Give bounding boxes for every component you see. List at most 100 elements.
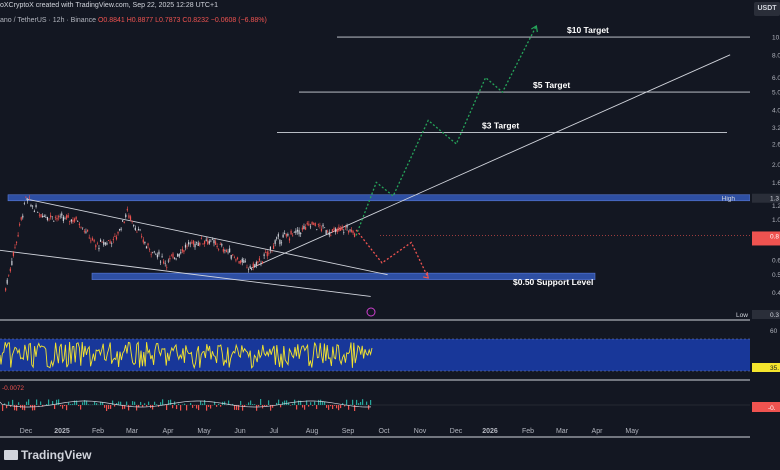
rsi-band xyxy=(0,339,750,371)
macd-bar xyxy=(140,401,142,405)
candle-body xyxy=(325,230,327,235)
macd-bar xyxy=(196,405,198,409)
candle-body xyxy=(93,239,95,242)
candle-body xyxy=(22,215,24,218)
candle-body xyxy=(333,228,335,230)
macd-bar xyxy=(210,405,212,409)
macd-bar xyxy=(184,403,186,405)
macd-bar xyxy=(330,405,332,407)
candle-body xyxy=(161,256,163,258)
macd-bar xyxy=(332,405,334,410)
macd-bar xyxy=(358,403,360,405)
candle-body xyxy=(254,264,256,268)
candle-body xyxy=(349,229,351,231)
candle-body xyxy=(169,258,171,260)
macd-bar xyxy=(2,405,4,411)
macd-bar xyxy=(62,405,64,409)
macd-bar xyxy=(268,400,270,405)
candle-body xyxy=(328,232,330,236)
candle-body xyxy=(339,228,342,231)
candle-body xyxy=(70,219,72,222)
rsi-value-tag xyxy=(752,363,780,372)
macd-bar xyxy=(304,405,306,410)
candle-body xyxy=(99,239,102,242)
macd-bar xyxy=(162,399,164,405)
candle-body xyxy=(236,257,239,260)
candle-body xyxy=(122,220,124,222)
macd-bar xyxy=(54,405,56,410)
candle-body xyxy=(33,210,35,212)
macd-bar xyxy=(94,401,96,405)
macd-bar xyxy=(58,399,60,405)
macd-bar xyxy=(144,403,146,405)
candle-body xyxy=(164,263,166,264)
candle-body xyxy=(131,220,133,222)
alert-icon xyxy=(366,307,376,317)
resistance-zone xyxy=(7,194,751,202)
macd-bar xyxy=(272,405,274,408)
candle-body xyxy=(11,260,13,266)
candle-body xyxy=(129,216,132,220)
bull-arrow-head xyxy=(531,25,538,33)
candle-body xyxy=(65,215,68,219)
candle-body xyxy=(225,250,228,252)
candle-body xyxy=(288,238,291,241)
macd-bar xyxy=(102,402,104,405)
macd-bar xyxy=(66,405,68,411)
ohlc-values: O0.8841 H0.8877 L0.7873 C0.8232 −0.0608 … xyxy=(97,17,267,24)
candle-body xyxy=(64,218,66,219)
macd-bar xyxy=(112,400,114,405)
candle-body xyxy=(251,269,253,270)
candle-body xyxy=(218,249,220,250)
macd-bar xyxy=(126,401,128,405)
tradingview-mark-icon xyxy=(4,450,18,460)
candle-body xyxy=(243,260,245,263)
candle-body xyxy=(35,205,37,208)
macd-bar xyxy=(242,405,244,411)
candle-body xyxy=(197,242,199,247)
macd-bar xyxy=(118,401,120,405)
macd-bar xyxy=(240,400,242,405)
candle-body xyxy=(96,243,98,245)
candle-body xyxy=(17,235,19,237)
candle-body xyxy=(308,223,310,226)
x-tick-label: May xyxy=(625,428,639,435)
candle-body xyxy=(352,230,354,234)
macd-bar xyxy=(156,404,158,405)
candle-body xyxy=(336,228,338,233)
macd-bar xyxy=(122,405,124,410)
candle-body xyxy=(285,233,287,237)
rsi-value-label: 35. xyxy=(770,365,779,372)
macd-bar xyxy=(56,399,58,405)
y-tick-label: 0.4 xyxy=(772,290,780,297)
candle-body xyxy=(192,240,195,245)
candle-body xyxy=(257,261,259,264)
candle-body xyxy=(196,241,198,243)
candle-body xyxy=(323,227,326,229)
macd-line xyxy=(0,400,372,408)
symbol-name: ano / TetherUS · 12h · Binance xyxy=(0,17,96,24)
candle-body xyxy=(265,252,267,253)
macd-bar xyxy=(160,402,162,405)
currency-button[interactable]: USDT xyxy=(754,2,780,16)
macd-bar xyxy=(128,405,130,411)
macd-bar xyxy=(296,405,298,410)
candle-body xyxy=(233,257,235,258)
macd-bar xyxy=(110,405,112,409)
macd-bar xyxy=(194,405,196,406)
macd-bar xyxy=(320,399,322,405)
candle-body xyxy=(150,254,152,255)
candle-body xyxy=(303,225,305,230)
macd-bar xyxy=(280,405,282,408)
macd-bar xyxy=(190,402,192,405)
candle-body xyxy=(82,227,84,229)
target-label: $3 Target xyxy=(482,121,519,131)
macd-bar xyxy=(114,405,116,407)
candle-body xyxy=(19,224,21,226)
candle-body xyxy=(207,240,209,245)
y-tick-label: 0.5 xyxy=(772,272,780,279)
macd-bar xyxy=(30,405,32,408)
macd-bar xyxy=(326,405,328,408)
